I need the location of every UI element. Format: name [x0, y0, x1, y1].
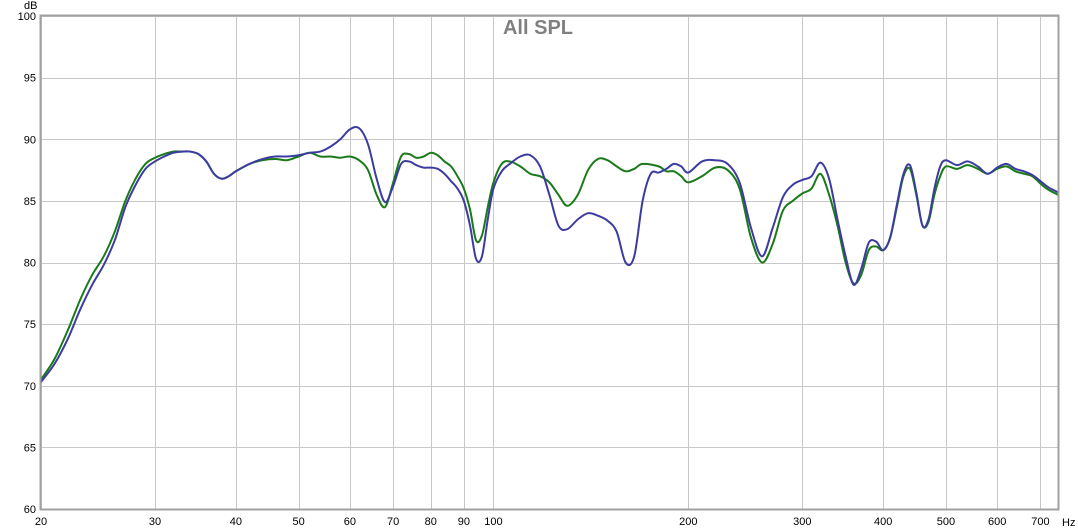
y-tick-label: 60	[24, 504, 36, 516]
x-tick-label: 300	[793, 516, 811, 528]
x-tick-label: 80	[425, 516, 437, 528]
y-tick-label: 65	[24, 442, 36, 454]
x-tick-label: 200	[679, 516, 697, 528]
series-layer	[40, 125, 1059, 384]
x-axis-unit: Hz	[1062, 517, 1075, 529]
x-tick-label: 100	[484, 516, 502, 528]
x-tick-label: 30	[149, 516, 161, 528]
y-axis-label: dB	[24, 0, 37, 12]
x-tick-label: 400	[874, 516, 892, 528]
y-tick-label: 90	[24, 134, 36, 146]
y-tick-label: 70	[24, 381, 36, 393]
chart-title: All SPL	[503, 17, 573, 39]
x-tick-label: 600	[988, 516, 1006, 528]
grid	[41, 16, 1058, 510]
y-tick-label: 75	[24, 319, 36, 331]
x-tick-label: 700	[1031, 516, 1049, 528]
x-tick-label: 70	[387, 516, 399, 528]
series-line-2	[40, 125, 1059, 384]
y-tick-label: 95	[24, 73, 36, 85]
tick-labels: 60 65 70 75 80 85 90 95 100 20 30 40 50 60 70 80 90 100 20…	[18, 11, 1050, 528]
x-tick-label: 50	[292, 516, 304, 528]
x-tick-label: 500	[937, 516, 955, 528]
x-tick-label: 60	[344, 516, 356, 528]
x-tick-label: 90	[458, 516, 470, 528]
x-tick-label: 40	[230, 516, 242, 528]
y-tick-label: 100	[18, 11, 36, 23]
plot-frame	[39, 14, 1060, 511]
y-tick-label: 80	[24, 258, 36, 270]
y-tick-label: 85	[24, 196, 36, 208]
x-tick-label: 20	[35, 516, 47, 528]
